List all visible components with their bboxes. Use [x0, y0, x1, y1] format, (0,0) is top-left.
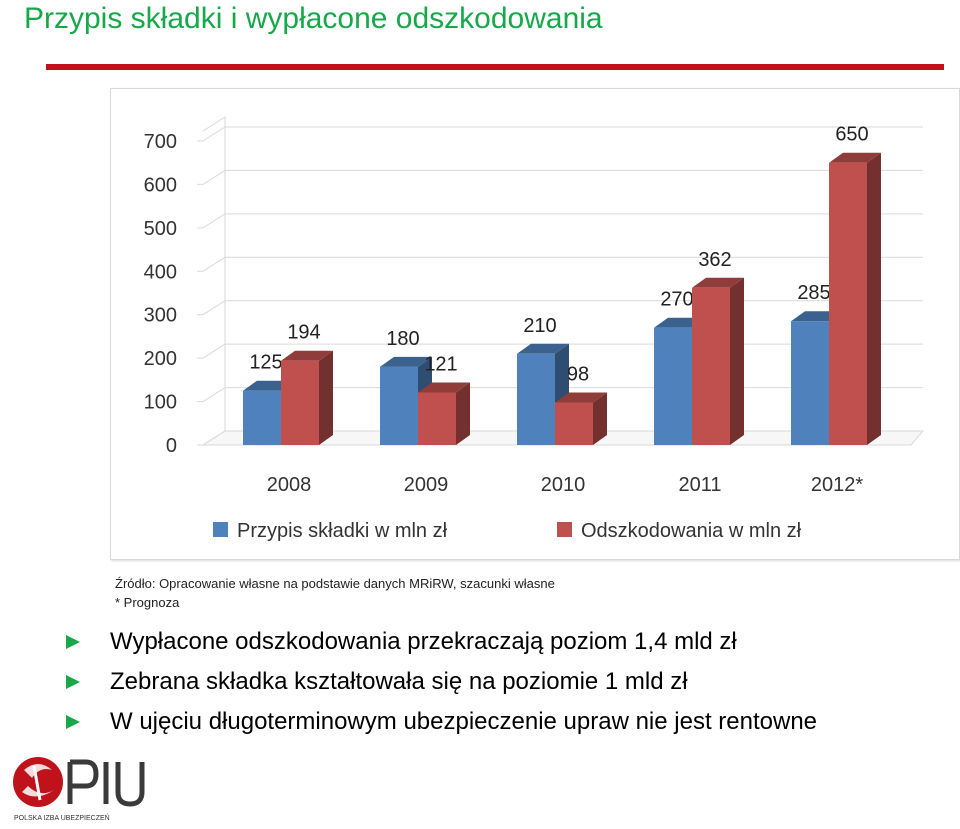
gridline — [197, 300, 923, 316]
title-rule — [46, 64, 944, 70]
data-label: 194 — [287, 322, 320, 344]
x-tick-label: 2012* — [811, 474, 863, 496]
gridline — [197, 126, 923, 142]
source-line: Źródło: Opracowanie własne na podstawie … — [115, 576, 555, 591]
arrow-bullet-icon — [66, 675, 80, 689]
data-label: 270 — [660, 289, 693, 311]
bar-side — [319, 350, 333, 445]
bar-side — [730, 277, 744, 445]
data-label: 362 — [698, 249, 731, 271]
bar — [654, 327, 692, 445]
bar — [829, 162, 867, 445]
source-note: Źródło: Opracowanie własne na podstawie … — [115, 574, 555, 612]
bar-top — [380, 356, 432, 367]
data-label: 180 — [386, 328, 419, 350]
bar-top — [692, 277, 744, 288]
y-tick-label: 300 — [144, 305, 177, 327]
arrow-bullet-icon — [66, 635, 80, 649]
bar — [692, 287, 730, 445]
x-tick-label: 2008 — [267, 474, 312, 496]
y-tick-label: 400 — [144, 261, 177, 283]
gridline — [197, 169, 923, 185]
bar-side — [867, 152, 881, 445]
piu-logo: POLSKA IZBA UBEZPIECZEŃ — [13, 757, 145, 822]
slide-title: Przypis składki i wypłacone odszkodowani… — [24, 2, 603, 35]
bullet-item: Zebrana składka kształtowała się na pozi… — [62, 662, 817, 702]
bar-side — [593, 392, 607, 445]
bar-top — [281, 350, 333, 361]
data-label: 98 — [567, 363, 589, 385]
bar — [555, 402, 593, 445]
gridline — [197, 343, 923, 359]
bullet-item: Wypłacone odszkodowania przekraczają poz… — [62, 622, 817, 662]
bar — [243, 390, 281, 445]
logo-subtitle: POLSKA IZBA UBEZPIECZEŃ — [14, 813, 110, 822]
data-label: 121 — [424, 353, 457, 375]
bar — [281, 360, 319, 445]
legend-swatch — [557, 522, 572, 537]
bar — [791, 321, 829, 445]
y-tick-label: 200 — [144, 348, 177, 370]
bar — [517, 353, 555, 445]
bullet-text: Zebrana składka kształtowała się na pozi… — [110, 668, 688, 695]
data-label: 210 — [523, 315, 556, 337]
bar-top — [555, 392, 607, 403]
x-tick-label: 2010 — [541, 474, 586, 496]
gridline — [197, 213, 923, 229]
data-label: 650 — [835, 124, 868, 146]
legend-label: Przypis składki w mln zł — [237, 520, 448, 542]
legend-label: Odszkodowania w mln zł — [581, 520, 802, 542]
bullet-item: W ujęciu długoterminowym ubezpieczenie u… — [62, 702, 817, 742]
gridline — [197, 256, 923, 272]
x-tick-label: 2011 — [678, 474, 721, 496]
data-label: 285 — [797, 282, 830, 304]
forecast-note: * Prognoza — [115, 595, 180, 610]
legend-swatch — [213, 522, 228, 537]
bar-top — [517, 343, 569, 354]
bar — [418, 392, 456, 445]
side-wall — [202, 116, 226, 446]
bar-side — [456, 382, 470, 445]
bar-top — [829, 152, 881, 163]
data-label: 125 — [249, 352, 282, 374]
bullet-text: Wypłacone odszkodowania przekraczają poz… — [110, 628, 737, 655]
x-tick-label: 2009 — [404, 474, 449, 496]
bar-top — [418, 382, 470, 393]
y-tick-label: 100 — [144, 392, 177, 414]
bullet-text: W ujęciu długoterminowym ubezpieczenie u… — [110, 708, 818, 735]
arrow-bullet-icon — [66, 715, 80, 729]
y-tick-label: 0 — [166, 435, 177, 457]
bar — [380, 366, 418, 445]
y-tick-label: 700 — [144, 131, 177, 153]
gridline — [197, 387, 923, 403]
chart-area: 0 100 200 300 400 500 600 700 125 194 2008 180 121 20… — [110, 88, 960, 560]
y-tick-label: 500 — [144, 218, 177, 240]
bullet-list: Wypłacone odszkodowania przekraczają poz… — [62, 622, 817, 742]
y-tick-label: 600 — [144, 174, 177, 196]
